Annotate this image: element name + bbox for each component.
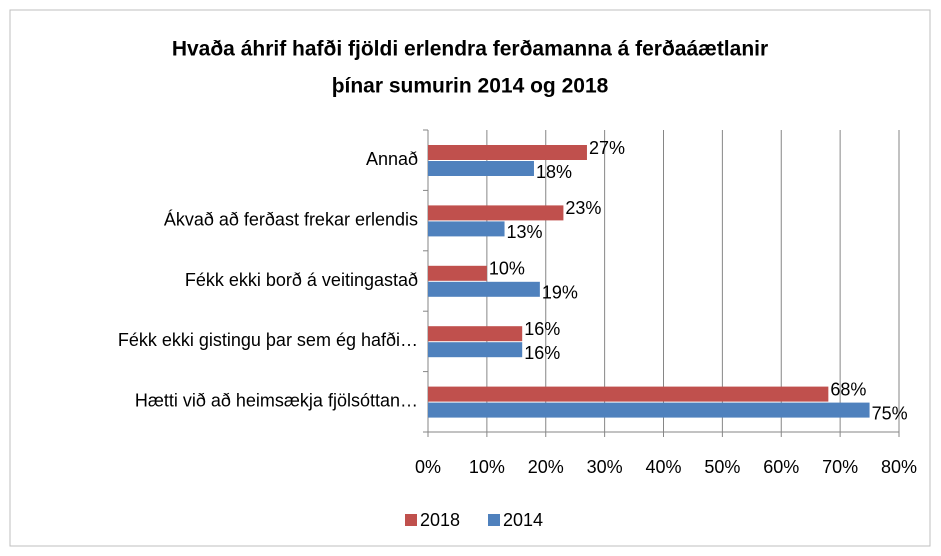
x-tick-label: 20% — [528, 457, 564, 477]
bar — [428, 221, 505, 237]
x-tick-label: 40% — [645, 457, 681, 477]
data-label: 16% — [524, 319, 560, 339]
bar — [428, 342, 523, 358]
legend-label: 2014 — [503, 510, 543, 530]
y-tick-label: Hætti við að heimsækja fjölsóttan… — [135, 391, 418, 411]
legend-swatch — [488, 514, 500, 526]
data-label: 75% — [872, 403, 908, 423]
y-tick-label: Ákvað að ferðast frekar erlendis — [164, 209, 418, 229]
data-label: 23% — [565, 198, 601, 218]
x-tick-label: 70% — [822, 457, 858, 477]
x-tick-label: 80% — [881, 457, 917, 477]
chart-title: Hvaða áhrif hafði fjöldi erlendra ferðam… — [172, 38, 768, 61]
data-label: 27% — [589, 138, 625, 158]
legend-swatch — [405, 514, 417, 526]
x-tick-label: 10% — [469, 457, 505, 477]
bar — [428, 386, 829, 402]
chart-title: þínar sumurin 2014 og 2018 — [332, 75, 609, 98]
y-tick-label: Fékk ekki gistingu þar sem ég hafði… — [118, 330, 418, 350]
x-tick-label: 30% — [587, 457, 623, 477]
bar — [428, 402, 870, 418]
data-label: 68% — [830, 379, 866, 399]
bar — [428, 161, 534, 176]
y-tick-label: Annað — [366, 149, 418, 169]
bar — [428, 265, 487, 281]
data-label: 13% — [507, 222, 543, 242]
data-label: 19% — [542, 283, 578, 303]
bar — [428, 326, 523, 342]
x-tick-label: 60% — [763, 457, 799, 477]
data-label: 16% — [524, 343, 560, 363]
legend-label: 2018 — [420, 510, 460, 530]
bar — [428, 205, 564, 221]
x-tick-label: 50% — [704, 457, 740, 477]
y-tick-label: Fékk ekki borð á veitingastað — [185, 270, 418, 290]
bar — [428, 281, 540, 297]
x-tick-label: 0% — [415, 457, 441, 477]
data-label: 10% — [489, 259, 525, 279]
data-label: 18% — [536, 162, 572, 182]
bar — [428, 145, 587, 160]
